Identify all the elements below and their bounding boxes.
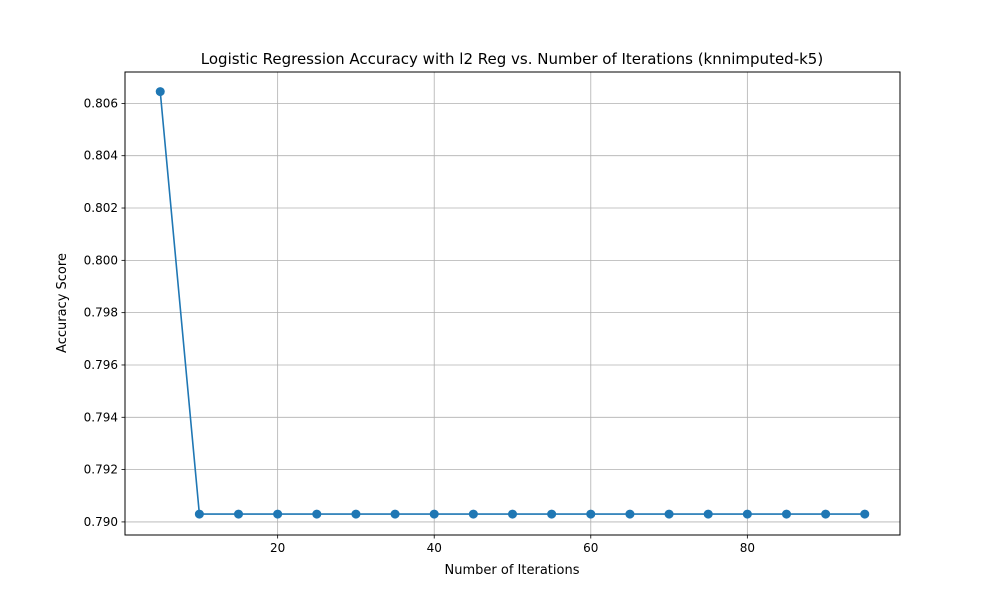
x-tick-label: 20	[270, 541, 285, 555]
y-tick-label: 0.800	[84, 253, 118, 267]
plot-area-background	[125, 72, 900, 535]
data-point	[390, 509, 400, 519]
data-point	[860, 509, 870, 519]
data-point	[625, 509, 635, 519]
data-point	[234, 509, 244, 519]
y-tick-label: 0.794	[84, 410, 118, 424]
chart-title: Logistic Regression Accuracy with l2 Reg…	[201, 50, 823, 68]
data-point	[821, 509, 831, 519]
x-axis-ticks: 20 40 60 80	[270, 535, 755, 555]
data-point	[273, 509, 283, 519]
data-point	[742, 509, 752, 519]
y-tick-label: 0.806	[84, 96, 118, 110]
data-point	[586, 509, 596, 519]
data-point	[155, 87, 165, 97]
data-point	[664, 509, 674, 519]
y-tick-label: 0.804	[84, 149, 118, 163]
y-tick-label: 0.792	[84, 463, 118, 477]
x-tick-label: 60	[583, 541, 598, 555]
data-point	[194, 509, 204, 519]
x-tick-label: 40	[427, 541, 442, 555]
y-axis-label: Accuracy Score	[55, 253, 70, 353]
data-point	[781, 509, 791, 519]
data-point	[468, 509, 478, 519]
data-point	[429, 509, 439, 519]
y-axis-ticks: 0.790 0.792 0.794 0.796 0.798 0.800 0.802 0.804…	[84, 96, 125, 529]
y-tick-label: 0.790	[84, 515, 118, 529]
data-point	[312, 509, 322, 519]
data-point	[547, 509, 557, 519]
data-point	[703, 509, 713, 519]
x-axis-label: Number of Iterations	[445, 563, 580, 578]
y-tick-label: 0.796	[84, 358, 118, 372]
data-point	[351, 509, 361, 519]
x-tick-label: 80	[740, 541, 755, 555]
grid	[125, 72, 900, 535]
data-point	[508, 509, 517, 519]
y-tick-label: 0.802	[84, 201, 118, 215]
plot-area-frame	[124, 71, 901, 536]
y-tick-label: 0.798	[84, 306, 118, 320]
series-layer	[155, 87, 870, 519]
